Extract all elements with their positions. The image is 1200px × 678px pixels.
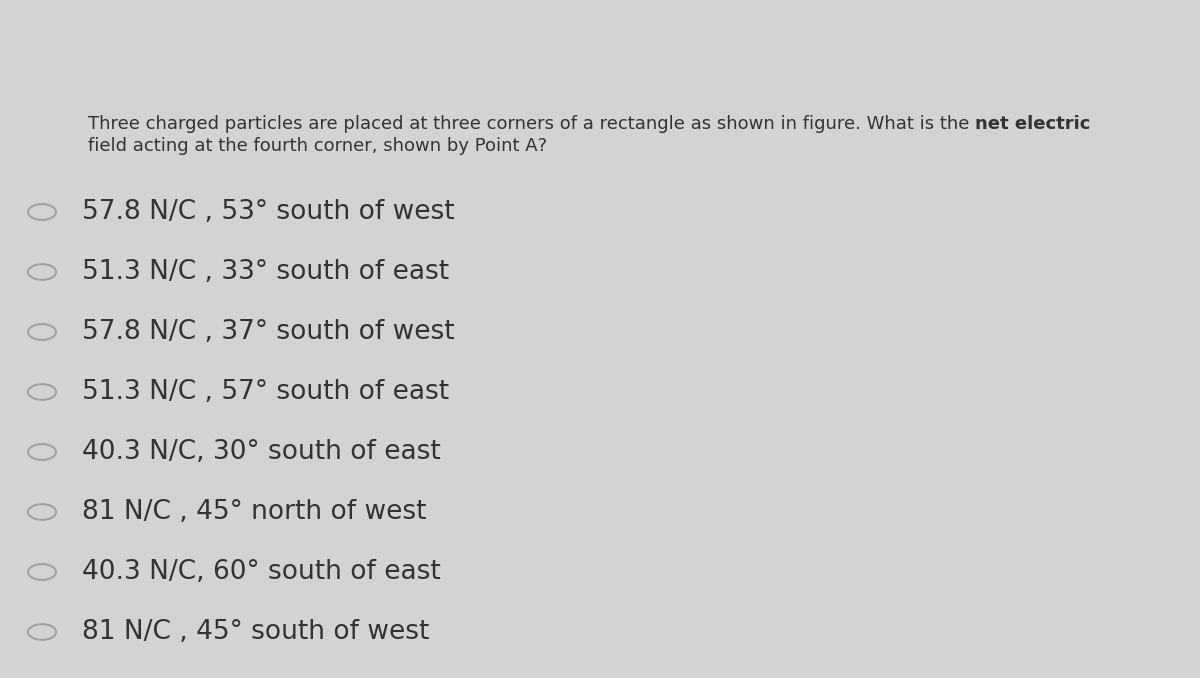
Text: 51.3 N/C , 33° south of east: 51.3 N/C , 33° south of east xyxy=(82,259,449,285)
Text: 57.8 N/C , 53° south of west: 57.8 N/C , 53° south of west xyxy=(82,199,455,225)
Text: 81 N/C , 45° south of west: 81 N/C , 45° south of west xyxy=(82,619,430,645)
Text: 81 N/C , 45° north of west: 81 N/C , 45° north of west xyxy=(82,499,426,525)
Text: 51.3 N/C , 57° south of east: 51.3 N/C , 57° south of east xyxy=(82,379,449,405)
Text: net electric: net electric xyxy=(976,115,1091,133)
Text: Three charged particles are placed at three corners of a rectangle as shown in f: Three charged particles are placed at th… xyxy=(88,115,976,133)
Text: field acting at the fourth corner, shown by Point A?: field acting at the fourth corner, shown… xyxy=(88,137,547,155)
Text: 40.3 N/C, 30° south of east: 40.3 N/C, 30° south of east xyxy=(82,439,440,465)
Text: 57.8 N/C , 37° south of west: 57.8 N/C , 37° south of west xyxy=(82,319,455,345)
Text: 40.3 N/C, 60° south of east: 40.3 N/C, 60° south of east xyxy=(82,559,440,585)
